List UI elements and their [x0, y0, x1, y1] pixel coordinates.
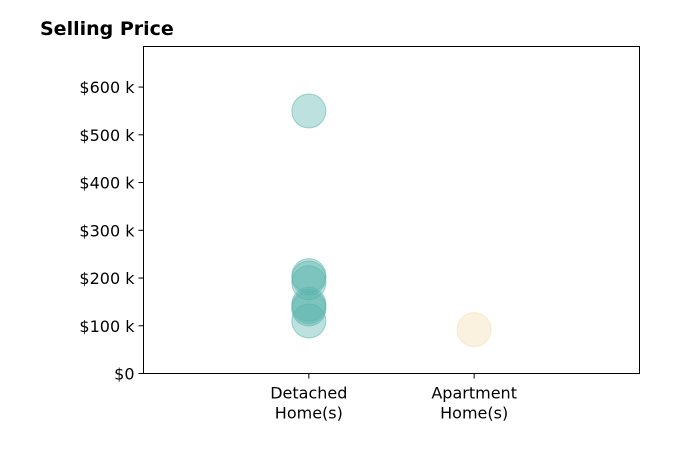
data-point	[291, 260, 327, 296]
y-tick-label: $600 k	[79, 78, 135, 97]
y-tick-label: $500 k	[79, 126, 135, 145]
data-point	[456, 312, 492, 348]
y-tick-label: $300 k	[79, 221, 135, 240]
y-tick-label: $100 k	[79, 317, 135, 336]
data-point	[291, 265, 327, 301]
y-tick-label: $0	[114, 365, 134, 384]
y-tick-label: $200 k	[79, 269, 135, 288]
data-point	[291, 303, 327, 339]
data-point	[291, 93, 327, 129]
chart-title: Selling Price	[40, 18, 174, 40]
plot-marks	[291, 93, 492, 348]
x-axis: Detached Home(s) Apartment Home(s)	[270, 373, 517, 423]
data-point	[291, 291, 327, 327]
y-axis: $0 $100 k $200 k $300 k $400 k $500 k $600 k	[79, 78, 144, 384]
plot-frame	[143, 46, 640, 374]
x-tick-label: Apartment Home(s)	[431, 384, 517, 423]
x-tick-label: Detached Home(s)	[270, 384, 347, 423]
y-tick-label: $400 k	[79, 174, 135, 193]
